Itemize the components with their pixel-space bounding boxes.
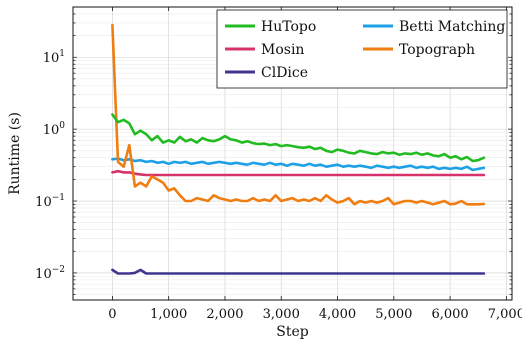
legend-hutopo-label: HuTopo: [261, 19, 316, 35]
legend-box: [216, 9, 508, 89]
ticks: 0 1,000 2,000 3,000 4,000 5,000 6,000 7,000 10−2…: [35, 6, 522, 322]
x-tick-label: 7,000: [488, 307, 522, 322]
y-tick-label: 10−1: [35, 193, 65, 210]
series-lines: [111, 23, 486, 275]
x-tick-label: 4,000: [319, 307, 356, 322]
x-axis-label: Step: [276, 324, 309, 340]
x-tick-label: 2,000: [206, 307, 243, 322]
y-axis-label: Runtime (s): [7, 112, 23, 195]
x-tick-label: 0: [108, 307, 116, 322]
x-tick-label: 5,000: [375, 307, 412, 322]
series-line-betti-matching: [111, 157, 486, 172]
series-line-topograph: [111, 23, 486, 206]
y-tick-label: 100: [43, 121, 66, 138]
legend-topograph-label: Topograph: [399, 42, 475, 58]
y-tick-label: 101: [43, 49, 65, 66]
legend-betti-matching-label: Betti Matching: [399, 19, 505, 35]
legend-mosin-label: Mosin: [261, 42, 304, 58]
series-line-hutopo: [111, 113, 486, 163]
x-tick-label: 6,000: [431, 307, 468, 322]
series-line-mosin: [111, 169, 486, 177]
x-tick-label: 1,000: [150, 307, 187, 322]
x-tick-label: 3,000: [263, 307, 300, 322]
plot-frame: [72, 6, 513, 301]
series-line-cldice: [111, 268, 486, 275]
y-tick-label: 10−2: [35, 265, 65, 282]
legend-cldice-label: ClDice: [261, 65, 308, 81]
legend: HuTopo Betti Matching Mosin Topograph ClDice: [216, 9, 508, 89]
